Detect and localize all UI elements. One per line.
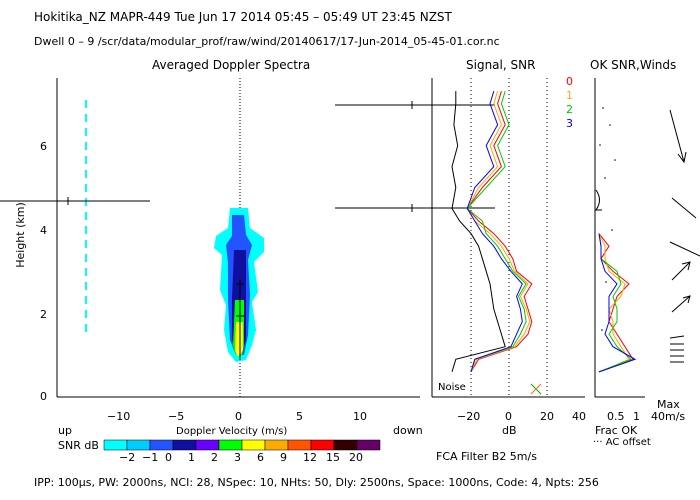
header-line-1: Hokitika_NZ MAPR-449 Tue Jun 17 2014 05:… xyxy=(34,10,452,24)
xtick-m5: −5 xyxy=(168,410,185,423)
colorbar-label: SNR dB xyxy=(58,439,99,452)
colorbar-swatch-8 xyxy=(287,439,312,451)
signal-xtick-m20: −20 xyxy=(457,410,481,423)
colorbar-swatch-0 xyxy=(103,439,128,451)
xtick-10: 10 xyxy=(353,410,367,423)
ok-xtick-05: 0.5 xyxy=(607,410,625,423)
xtick-m10: −10 xyxy=(107,410,131,423)
ok-title: OK SNR,Winds xyxy=(590,58,677,72)
colorbar-swatch-7 xyxy=(264,439,289,451)
colorbar-swatch-9 xyxy=(310,439,335,451)
colorbar-tick-10: 20 xyxy=(349,451,363,464)
footer-params: IPP: 100μs, PW: 2000ns, NCI: 28, NSpec: … xyxy=(34,476,599,489)
colorbar-tick-4: 2 xyxy=(211,451,218,464)
ytick-6: 6 xyxy=(40,140,47,153)
spectra-title: Averaged Doppler Spectra xyxy=(152,58,311,72)
echo-layer-yellow xyxy=(235,322,243,356)
xtick-5: 5 xyxy=(296,410,303,423)
ok-xtick-1: 1 xyxy=(633,410,640,423)
ok-dots xyxy=(599,107,616,331)
beam-label-0: 0 xyxy=(566,75,573,88)
signal-lines xyxy=(451,90,533,373)
colorbar-swatch-2 xyxy=(149,439,174,451)
signal-series-2 xyxy=(466,90,527,373)
wind-arrows xyxy=(669,109,700,363)
xtick-0: 0 xyxy=(235,410,242,423)
colorbar-tick-7: 9 xyxy=(280,451,287,464)
ok-series-0 xyxy=(598,233,634,373)
beam-label-3: 3 xyxy=(566,117,573,130)
colorbar xyxy=(103,439,381,451)
ok-series-3 xyxy=(598,233,637,373)
colorbar-tick-0: −2 xyxy=(119,451,136,464)
colorbar-swatch-10 xyxy=(333,439,358,451)
down-label: down xyxy=(393,424,423,437)
colorbar-swatch-11 xyxy=(356,439,381,451)
signal-xtick-0: 0 xyxy=(505,410,512,423)
ytick-4: 4 xyxy=(40,224,47,237)
colorbar-swatch-3 xyxy=(172,439,197,451)
colorbar-swatch-5 xyxy=(218,439,243,451)
colorbar-tick-5: 3 xyxy=(234,451,241,464)
header-line-2: Dwell 0 – 9 /scr/data/modular_prof/raw/w… xyxy=(34,35,500,48)
spectra-echo xyxy=(85,100,264,362)
height-markers xyxy=(0,101,495,212)
colorbar-swatch-6 xyxy=(241,439,266,451)
scale-label: 40m/s xyxy=(651,410,686,423)
ytick-0: 0 xyxy=(40,390,47,403)
signal-series-1 xyxy=(466,90,531,373)
up-label: up xyxy=(58,424,72,437)
colorbar-swatch-1 xyxy=(126,439,151,451)
ok-lines xyxy=(598,233,637,373)
signal-xtick-40: 40 xyxy=(572,410,586,423)
colorbar-tick-8: 12 xyxy=(303,451,317,464)
ytick-2: 2 xyxy=(40,308,47,321)
colorbar-tick-2: 0 xyxy=(165,451,172,464)
colorbar-tick-6: 6 xyxy=(257,451,264,464)
colorbar-tick-3: 1 xyxy=(188,451,195,464)
signal-xtick-20: 20 xyxy=(540,410,554,423)
offset-label: ··· AC offset xyxy=(593,437,651,448)
signal-title: Signal, SNR xyxy=(466,58,536,72)
colorbar-swatch-4 xyxy=(195,439,220,451)
beam-label-1: 1 xyxy=(566,89,573,102)
ok-axes xyxy=(594,78,645,398)
frac-label: Frac OK xyxy=(595,424,638,437)
noise-label: Noise xyxy=(438,382,466,393)
spectra-ylabel: Height (km) xyxy=(13,202,27,268)
filter-label: FCA Filter B2 5m/s xyxy=(436,450,537,463)
colorbar-tick-9: 15 xyxy=(326,451,340,464)
signal-axes xyxy=(431,78,585,398)
beam-label-2: 2 xyxy=(566,103,573,116)
signal-series-noise xyxy=(451,91,506,373)
spectra-xlabel: Doppler Velocity (m/s) xyxy=(176,426,288,437)
colorbar-tick-1: −1 xyxy=(142,451,159,464)
signal-series-3 xyxy=(466,90,523,373)
signal-xlabel: dB xyxy=(502,424,517,437)
max-label: Max xyxy=(657,398,680,411)
signal-series-0 xyxy=(466,90,533,373)
